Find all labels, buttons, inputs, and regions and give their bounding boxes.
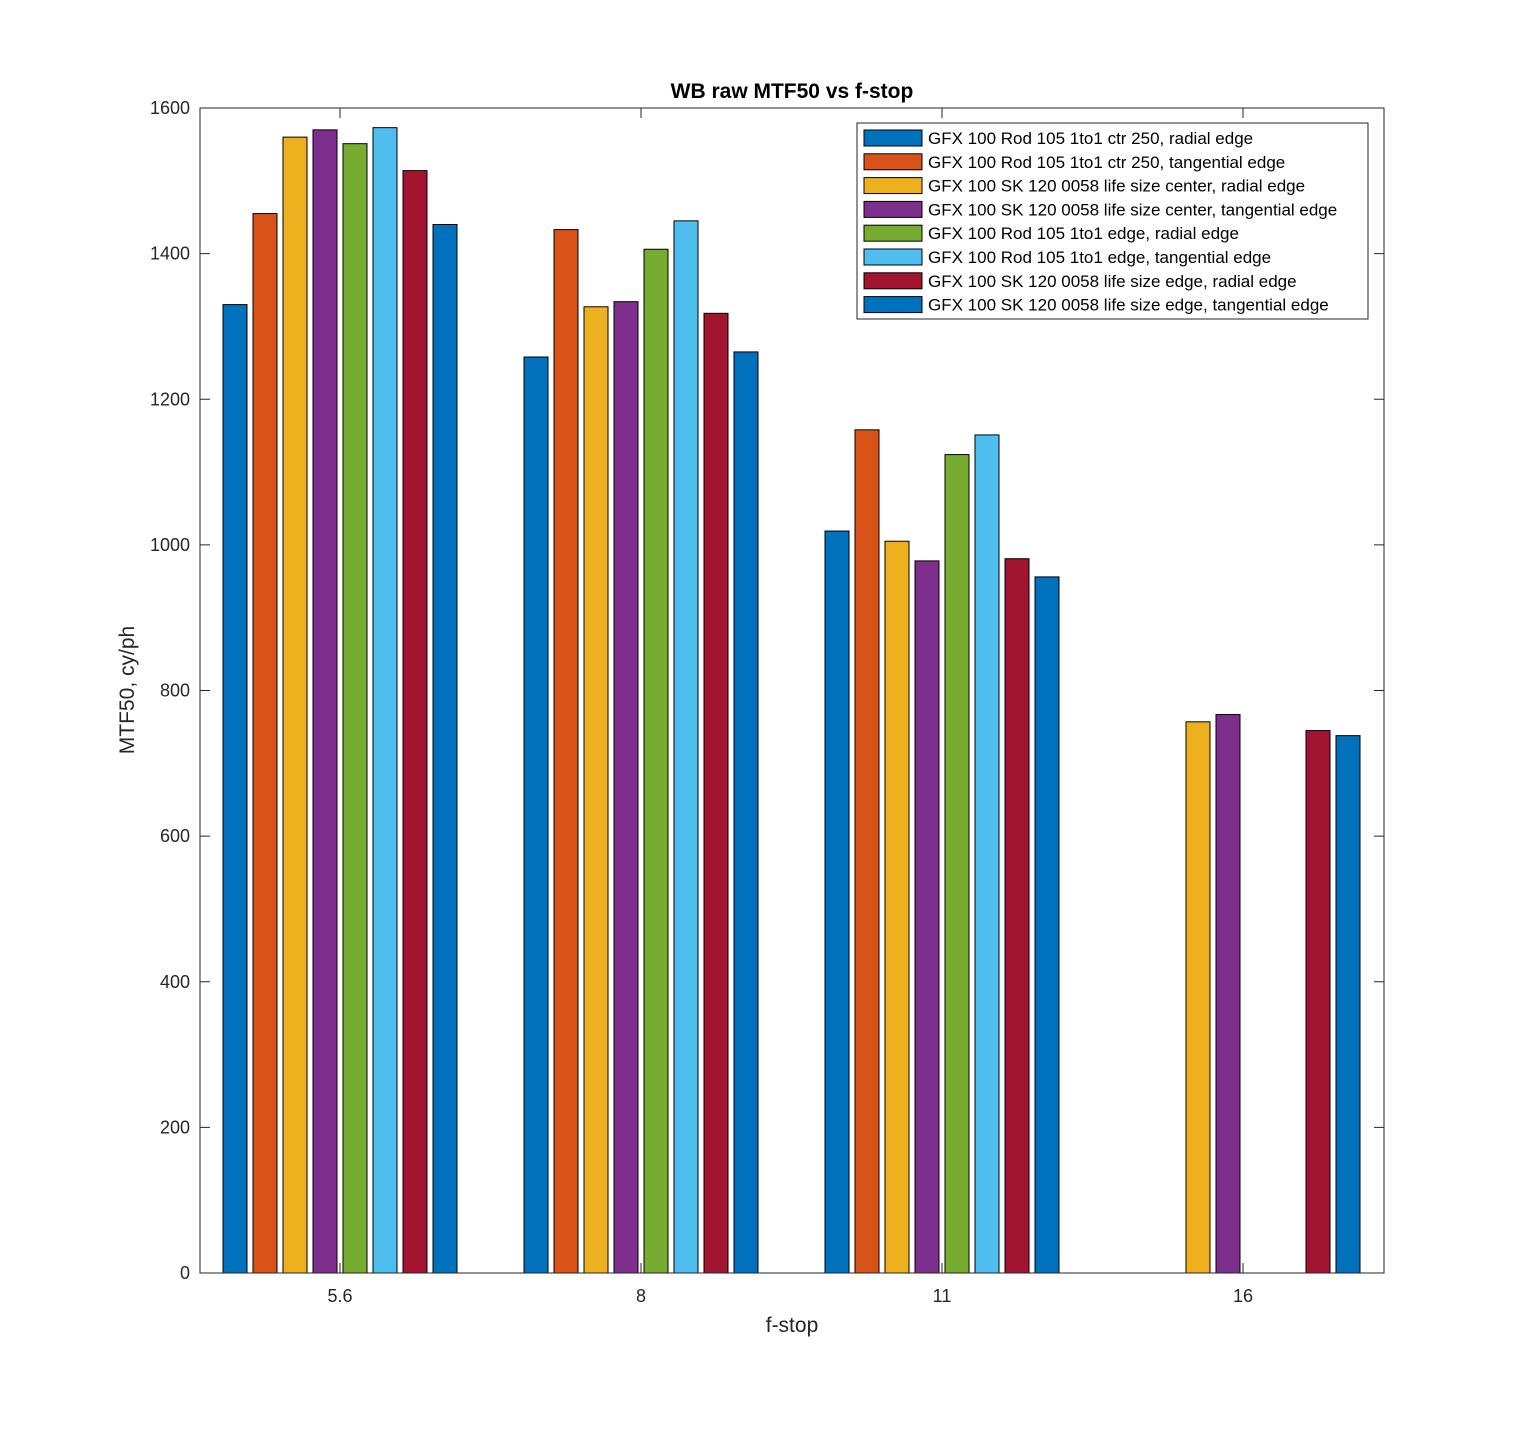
legend-item: GFX 100 Rod 105 1to1 edge, radial edge [863,224,1239,243]
legend-item: GFX 100 Rod 105 1to1 ctr 250, radial edg… [863,129,1253,148]
legend-swatch [863,224,923,242]
y-tick-label: 1000 [150,535,190,555]
legend-item: GFX 100 SK 120 0058 life size edge, tang… [863,296,1329,315]
bar [583,306,609,1274]
bar [312,129,338,1274]
y-tick-label: 1400 [150,244,190,264]
bar [824,530,850,1274]
legend: GFX 100 Rod 105 1to1 ctr 250, radial edg… [856,122,1369,320]
series-6 [372,127,1000,1274]
legend-label: GFX 100 Rod 105 1to1 ctr 250, tangential… [928,153,1285,172]
bar [1034,576,1060,1274]
x-tick-label: 16 [1233,1286,1253,1306]
bar [523,356,549,1274]
x-axis-label: f-stop [766,1314,819,1337]
bar [1215,714,1241,1274]
bar [1004,558,1030,1274]
legend-swatch [863,200,923,218]
bar [914,560,940,1274]
legend-label: GFX 100 Rod 105 1to1 edge, radial edge [928,224,1239,243]
legend-swatch [863,272,923,290]
series-2 [252,213,880,1274]
y-tick-label: 800 [160,681,190,701]
bar [703,312,729,1274]
series-7 [402,170,1331,1274]
bar [1335,735,1361,1274]
bar [342,143,368,1274]
legend-swatch [863,177,923,195]
legend-swatch [863,296,923,314]
series-1 [222,304,850,1274]
legend-label: GFX 100 SK 120 0058 life size center, ra… [928,177,1305,196]
bar [884,540,910,1274]
y-tick-label: 0 [180,1263,190,1283]
legend-swatch [863,129,923,147]
series-8 [432,224,1361,1274]
legend-swatch [863,153,923,171]
x-axis-ticks: 5.6 8 11 16 [327,108,1253,1306]
bar [372,127,398,1274]
bar [733,351,759,1274]
legend-item: GFX 100 Rod 105 1to1 ctr 250, tangential… [863,153,1285,172]
legend-label: GFX 100 SK 120 0058 life size edge, radi… [928,272,1297,291]
y-axis-label: MTF50, cy/ph [116,626,139,754]
y-tick-label: 600 [160,826,190,846]
legend-label: GFX 100 Rod 105 1to1 ctr 250, radial edg… [928,129,1253,148]
legend-label: GFX 100 SK 120 0058 life size center, ta… [928,200,1337,219]
bar [974,434,1000,1274]
bar [944,454,970,1274]
bar [1185,721,1211,1274]
legend-label: GFX 100 Rod 105 1to1 edge, tangential ed… [928,248,1271,267]
x-tick-label: 11 [933,1286,952,1306]
bar [553,229,579,1274]
bar [1305,730,1331,1274]
y-tick-label: 200 [160,1117,190,1137]
y-axis-ticks: 0 200 400 600 800 1000 1200 1400 1600 [150,98,1384,1283]
chart-title: WB raw MTF50 vs f-stop [671,80,914,103]
bar [854,429,880,1274]
bar [252,213,278,1274]
series-3 [282,136,1211,1274]
legend-label: GFX 100 SK 120 0058 life size edge, tang… [928,296,1329,315]
legend-item: GFX 100 SK 120 0058 life size center, ra… [863,177,1305,196]
bar [673,220,699,1274]
legend-box [856,122,1369,320]
y-tick-label: 1600 [150,98,190,118]
bar [613,301,639,1274]
bar [282,136,308,1274]
bar [222,304,248,1274]
series-4 [312,129,1241,1274]
bar [432,224,458,1274]
bar [643,248,669,1274]
bars-group [222,127,1361,1274]
x-tick-label: 8 [636,1286,646,1306]
x-tick-label: 5.6 [327,1286,352,1306]
y-tick-label: 400 [160,972,190,992]
bar [402,170,428,1274]
y-tick-label: 1200 [150,389,190,409]
legend-item: GFX 100 Rod 105 1to1 edge, tangential ed… [863,248,1271,267]
legend-item: GFX 100 SK 120 0058 life size center, ta… [863,200,1337,219]
series-5 [342,143,970,1274]
legend-swatch [863,248,923,266]
legend-item: GFX 100 SK 120 0058 life size edge, radi… [863,272,1297,291]
